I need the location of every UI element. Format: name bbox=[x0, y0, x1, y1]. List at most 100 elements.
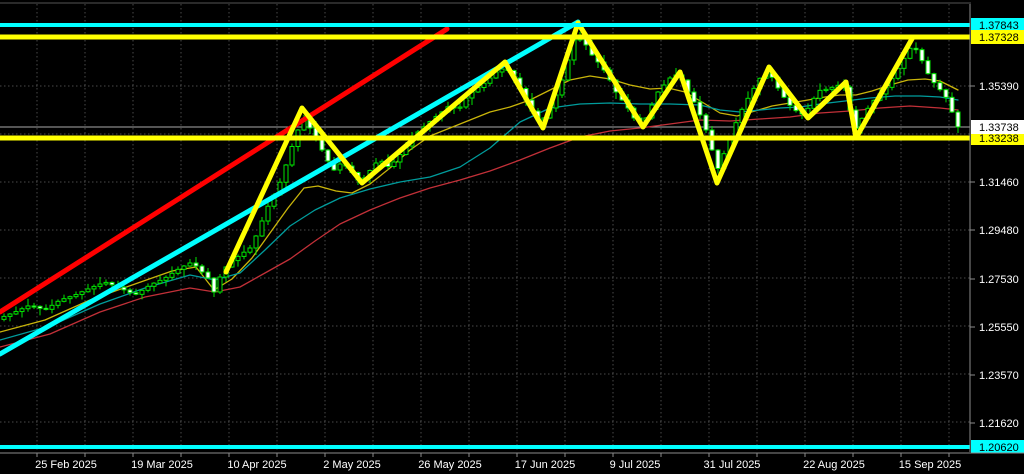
bear-candle bbox=[133, 292, 139, 295]
bull-candle bbox=[283, 164, 289, 183]
bear-candle bbox=[325, 149, 331, 162]
red-uptrend-trendline bbox=[0, 26, 450, 315]
resistance-upper-badge bbox=[971, 18, 1024, 32]
bull-candle bbox=[175, 268, 181, 274]
bear-candle bbox=[199, 265, 205, 273]
time-axis-label: 9 Jul 2025 bbox=[610, 459, 661, 471]
bear-candle bbox=[949, 96, 955, 113]
bull-candle bbox=[265, 205, 271, 222]
bear-candle bbox=[193, 262, 199, 267]
bear-candle bbox=[931, 73, 937, 84]
bull-candle bbox=[13, 311, 19, 315]
bear-candle bbox=[697, 101, 703, 116]
bear-candle bbox=[943, 89, 949, 98]
bull-candle bbox=[907, 47, 913, 59]
bull-candle bbox=[253, 235, 259, 249]
yellow-zigzag bbox=[223, 20, 916, 275]
price-axis-label: 1.23570 bbox=[979, 370, 1019, 382]
bear-candle bbox=[211, 277, 217, 293]
bull-candle bbox=[163, 276, 169, 281]
price-axis-label: 1.21620 bbox=[979, 418, 1019, 430]
bear-candle bbox=[703, 114, 709, 131]
cyan-uptrend-trendline bbox=[0, 19, 581, 357]
support-lower-badge bbox=[971, 440, 1024, 454]
bull-candle bbox=[103, 281, 109, 285]
time-axis-label: 10 Apr 2025 bbox=[227, 459, 286, 471]
bull-candle bbox=[61, 298, 67, 302]
time-axis-label: 31 Jul 2025 bbox=[704, 459, 761, 471]
bear-candle bbox=[31, 305, 37, 308]
time-axis-label: 22 Aug 2025 bbox=[803, 459, 865, 471]
bull-candle bbox=[85, 288, 91, 293]
bull-candle bbox=[25, 305, 31, 310]
bull-candle bbox=[139, 289, 145, 295]
bull-candle bbox=[157, 279, 163, 284]
bear-candle bbox=[37, 305, 43, 309]
bear-candle bbox=[919, 49, 925, 62]
bear-candle bbox=[715, 149, 721, 169]
resistance-upper-badge-label: 1.37843 bbox=[979, 20, 1019, 32]
price-axis-label: 1.25550 bbox=[979, 322, 1019, 334]
current-price-badge-label: 1.33738 bbox=[979, 122, 1019, 134]
bull-candle bbox=[67, 296, 73, 300]
price-axis-label: 1.35390 bbox=[979, 81, 1019, 93]
support-badge bbox=[971, 131, 1024, 145]
time-axis-label: 26 May 2025 bbox=[418, 459, 482, 471]
bull-candle bbox=[559, 79, 565, 96]
bull-candle bbox=[151, 282, 157, 287]
bull-candle bbox=[901, 57, 907, 69]
time-axis-label: 15 Sep 2025 bbox=[899, 459, 961, 471]
bull-candle bbox=[829, 86, 835, 90]
bull-candle bbox=[1, 315, 7, 320]
bull-candle bbox=[217, 276, 223, 293]
bull-candle bbox=[337, 163, 343, 171]
current-price-badge bbox=[971, 120, 1024, 134]
time-axis-label: 25 Feb 2025 bbox=[35, 459, 97, 471]
bull-candle bbox=[97, 283, 103, 287]
support-lower-badge-label: 1.20620 bbox=[979, 442, 1019, 454]
bull-candle bbox=[247, 247, 253, 253]
price-axis-panel[interactable] bbox=[971, 0, 1024, 452]
bull-candle bbox=[259, 220, 265, 237]
bull-candle bbox=[457, 106, 463, 109]
bull-candle bbox=[169, 272, 175, 278]
bull-candle bbox=[19, 308, 25, 313]
bear-candle bbox=[913, 47, 919, 51]
bear-candle bbox=[109, 281, 115, 286]
price-axis-label: 1.27530 bbox=[979, 274, 1019, 286]
bear-candle bbox=[121, 286, 127, 291]
resistance-badge bbox=[971, 30, 1024, 44]
price-axis-label: 1.31460 bbox=[979, 177, 1019, 189]
time-axis-panel[interactable] bbox=[0, 453, 1024, 474]
bull-candle bbox=[55, 300, 61, 306]
bear-candle bbox=[937, 82, 943, 91]
bull-candle bbox=[241, 251, 247, 257]
time-axis-label: 19 Mar 2025 bbox=[131, 459, 193, 471]
time-axis-label: 17 Jun 2025 bbox=[515, 459, 576, 471]
bull-candle bbox=[91, 285, 97, 290]
bear-candle bbox=[955, 111, 961, 128]
bull-candle bbox=[397, 154, 403, 163]
bull-candle bbox=[811, 97, 817, 109]
bear-candle bbox=[925, 60, 931, 75]
bull-candle bbox=[823, 88, 829, 92]
bear-candle bbox=[205, 271, 211, 279]
bull-candle bbox=[79, 291, 85, 296]
bull-candle bbox=[499, 68, 505, 73]
bull-candle bbox=[487, 77, 493, 84]
bull-candle bbox=[289, 146, 295, 166]
bull-candle bbox=[181, 265, 187, 270]
support-badge-label: 1.33238 bbox=[979, 133, 1019, 145]
bull-candle bbox=[49, 304, 55, 310]
bull-candle bbox=[7, 313, 13, 317]
bull-candle bbox=[817, 89, 823, 99]
bear-candle bbox=[43, 307, 49, 311]
bear-candle bbox=[127, 289, 133, 294]
bull-candle bbox=[145, 285, 151, 291]
bull-candle bbox=[235, 255, 241, 262]
bull-candle bbox=[73, 294, 79, 298]
time-axis-label: 2 May 2025 bbox=[323, 459, 380, 471]
bear-candle bbox=[691, 91, 697, 103]
